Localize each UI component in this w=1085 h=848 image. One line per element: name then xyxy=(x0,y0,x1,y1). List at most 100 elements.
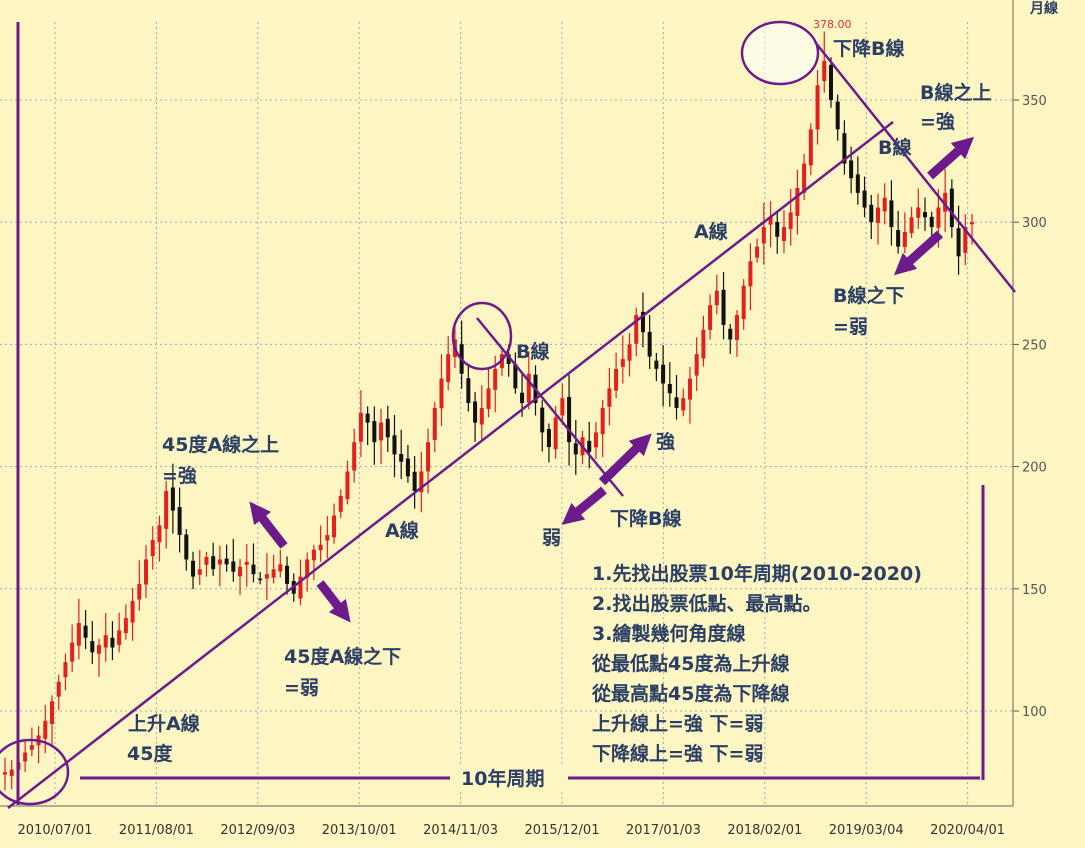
candle-body xyxy=(405,458,410,477)
arrow-above-b xyxy=(927,136,975,180)
candle-body xyxy=(674,397,679,408)
candle-body xyxy=(110,637,115,648)
candle-body xyxy=(593,432,598,448)
candle-body xyxy=(560,398,565,416)
candle-body xyxy=(721,289,726,325)
y-tick-label: 300 xyxy=(1022,216,1047,231)
candle-body xyxy=(600,407,605,435)
candle-body xyxy=(755,246,760,258)
candle-body xyxy=(419,471,424,493)
y-tick-label: 350 xyxy=(1022,94,1047,109)
candle-body xyxy=(694,354,699,376)
peak-circle xyxy=(740,20,820,86)
x-tick-label: 2017/01/03 xyxy=(626,823,701,838)
candle-body xyxy=(432,407,437,440)
arrow-below-a xyxy=(316,580,351,623)
candle-body xyxy=(734,315,739,340)
candle-body xyxy=(922,212,928,218)
candle-body xyxy=(325,535,330,541)
note-line: 2.找出股票低點、最高點。 xyxy=(592,592,821,615)
candle-body xyxy=(446,354,451,382)
candle-body xyxy=(358,412,363,442)
cycle-label: 10年周期 xyxy=(461,767,544,790)
note-line: 從最低點45度為上升線 xyxy=(591,652,789,675)
candle-body xyxy=(137,583,142,600)
candle-body xyxy=(345,471,350,499)
candle-body xyxy=(103,635,108,648)
above-a-label: 45度A線之上 xyxy=(162,433,279,456)
candle-body xyxy=(144,559,149,585)
x-tick-label: 2015/12/01 xyxy=(525,823,600,838)
below-b-weak: =弱 xyxy=(833,316,868,338)
note-line: 從最高點45度為下降線 xyxy=(591,682,789,705)
candle-body xyxy=(130,601,135,623)
period-label: 月線 xyxy=(1029,0,1058,17)
candle-body xyxy=(849,160,854,179)
candle-body xyxy=(184,534,189,560)
b-line-top-label: B線 xyxy=(878,136,911,159)
arrow-above-a xyxy=(249,501,288,549)
candle-body xyxy=(197,569,202,575)
candle-body xyxy=(909,217,914,233)
candle-body xyxy=(305,559,310,578)
candle-body xyxy=(875,207,881,223)
candle-body xyxy=(654,360,659,369)
x-tick-label: 2014/11/03 xyxy=(423,823,498,838)
candle-body xyxy=(546,428,551,448)
x-tick-label: 2010/07/01 xyxy=(18,823,93,838)
candle-body xyxy=(486,388,491,409)
arrow-weak-mid xyxy=(561,486,607,525)
arrow-below-b xyxy=(893,230,944,276)
candle-body xyxy=(802,163,807,193)
candle-body xyxy=(332,515,337,538)
candle-body xyxy=(768,217,773,225)
below-a-weak: =弱 xyxy=(284,677,319,699)
candle-body xyxy=(177,507,182,536)
candle-body xyxy=(714,290,719,306)
candle-body xyxy=(29,745,34,750)
candle-body xyxy=(23,752,28,762)
candle-body xyxy=(399,453,404,462)
candle-body xyxy=(385,418,390,438)
candle-body xyxy=(902,231,907,248)
weak-mid-label: 弱 xyxy=(542,527,561,549)
candle-body xyxy=(882,197,887,212)
candle-body xyxy=(513,363,518,389)
candle-body xyxy=(862,190,867,208)
candle-body xyxy=(647,331,652,357)
note-line: 1.先找出股票10年周期(2010-2020) xyxy=(592,562,922,585)
candle-body xyxy=(640,311,645,333)
note-line: 下降線上=強 下=弱 xyxy=(592,742,763,765)
candle-body xyxy=(614,368,619,391)
candle-body xyxy=(815,85,820,130)
candle-body xyxy=(889,200,894,228)
candle-body xyxy=(211,556,216,570)
candle-body xyxy=(76,623,81,646)
note-line: 上升線上=強 下=弱 xyxy=(592,712,763,735)
candle-body xyxy=(224,558,229,565)
candle-body xyxy=(43,720,48,739)
candle-body xyxy=(157,525,162,543)
candle-body xyxy=(929,216,934,228)
candle-body xyxy=(822,60,827,82)
candle-body xyxy=(701,329,706,359)
candle-body xyxy=(96,645,102,654)
candle-body xyxy=(506,354,511,364)
candle-body xyxy=(916,207,921,218)
a-line-up-label: 上升A線 xyxy=(128,712,200,735)
candle-body xyxy=(795,187,800,216)
candle-body xyxy=(687,378,692,400)
candle-body xyxy=(271,569,276,578)
candle-body xyxy=(620,359,625,367)
candle-body xyxy=(285,565,290,584)
below-b-label: B線之下 xyxy=(833,284,904,307)
candle-body xyxy=(963,227,968,253)
candle-body xyxy=(204,557,209,565)
candle-body xyxy=(466,378,471,404)
candle-body xyxy=(627,344,632,361)
candle-body xyxy=(896,230,901,247)
candle-body xyxy=(70,642,75,662)
candle-body xyxy=(553,417,558,450)
mid-high-circle xyxy=(451,301,513,371)
candle-body xyxy=(855,174,860,193)
